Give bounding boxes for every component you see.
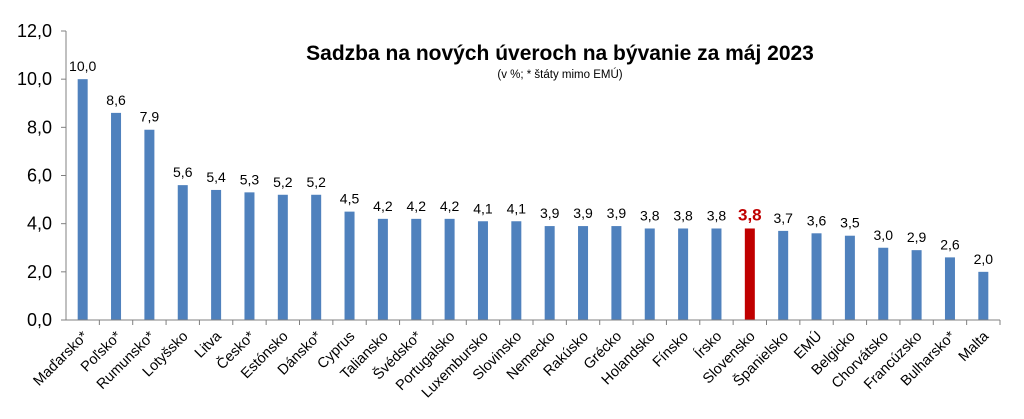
data-label: 4,5 — [340, 191, 360, 207]
bar — [778, 230, 789, 320]
y-axis: 0,0 2,0 4,0 6,0 8,0 10,0 12,0 — [17, 21, 67, 330]
chart-title: Sadzba na nových úveroch na bývanie za m… — [306, 42, 814, 65]
bar — [277, 194, 288, 320]
data-label: 2,0 — [974, 251, 994, 267]
data-label: 3,8 — [640, 207, 660, 223]
y-tick-label: 6,0 — [27, 166, 52, 186]
data-label: 3,5 — [840, 215, 860, 231]
data-label: 3,8 — [738, 205, 762, 224]
data-label: 2,6 — [940, 236, 960, 252]
bar — [544, 226, 555, 320]
data-label: 4,1 — [507, 200, 527, 216]
bar — [77, 79, 88, 321]
bar — [144, 129, 155, 320]
data-label: 5,4 — [206, 169, 226, 185]
data-label: 3,6 — [807, 212, 827, 228]
bar — [711, 228, 722, 320]
bar — [477, 221, 488, 320]
bar — [978, 271, 989, 320]
bar — [444, 218, 455, 320]
y-tick-label: 12,0 — [17, 21, 52, 41]
bars: 10,0 8,6 7,9 5,6 5,4 5,3 5,2 5,2 4,5 4,2 4,2 4,2 4,1… — [69, 58, 994, 321]
y-tick-label: 8,0 — [27, 117, 52, 137]
x-tick-label: Fínsko — [650, 329, 692, 371]
bar — [744, 228, 755, 320]
data-label: 3,8 — [707, 207, 727, 223]
bar — [211, 189, 222, 320]
data-label: 4,2 — [407, 198, 427, 214]
y-tick-label: 2,0 — [27, 262, 52, 282]
bar — [578, 226, 589, 320]
chart-subtitle: (v %; * štáty mimo EMÚ) — [497, 68, 622, 81]
data-label: 3,9 — [607, 205, 627, 221]
bar — [377, 218, 388, 320]
data-label: 2,9 — [907, 229, 927, 245]
data-label: 4,2 — [373, 198, 393, 214]
data-label: 4,1 — [473, 200, 493, 216]
data-label: 3,9 — [540, 205, 560, 221]
bar — [911, 250, 922, 320]
data-label: 3,0 — [874, 227, 894, 243]
x-tick-label: Malta — [956, 328, 993, 365]
bar — [844, 235, 855, 320]
data-label: 10,0 — [69, 58, 96, 74]
bar — [511, 221, 522, 320]
data-label: 7,9 — [140, 109, 160, 125]
bar — [644, 228, 655, 320]
data-label: 3,8 — [673, 207, 693, 223]
bar — [244, 192, 255, 320]
bar — [678, 228, 689, 320]
bar — [611, 226, 622, 320]
y-tick-label: 10,0 — [17, 69, 52, 89]
bar — [411, 218, 422, 320]
data-label: 3,7 — [773, 210, 793, 226]
data-label: 3,9 — [573, 205, 593, 221]
y-tick-label: 0,0 — [27, 310, 52, 330]
bar — [311, 194, 322, 320]
bar — [344, 211, 355, 320]
data-label: 5,6 — [173, 164, 193, 180]
bar — [878, 247, 889, 320]
bar — [177, 185, 188, 320]
data-label: 5,3 — [240, 171, 260, 187]
data-label: 4,2 — [440, 198, 460, 214]
x-axis: Maďarsko*Poľsko*Rumunsko*Lotyšsko LitvaČe… — [31, 319, 1001, 401]
bar — [111, 112, 122, 320]
bar — [944, 257, 955, 320]
bar — [811, 233, 822, 320]
data-label: 8,6 — [106, 92, 126, 108]
data-label: 5,2 — [306, 174, 326, 190]
data-label: 5,2 — [273, 174, 293, 190]
y-tick-label: 4,0 — [27, 214, 52, 234]
